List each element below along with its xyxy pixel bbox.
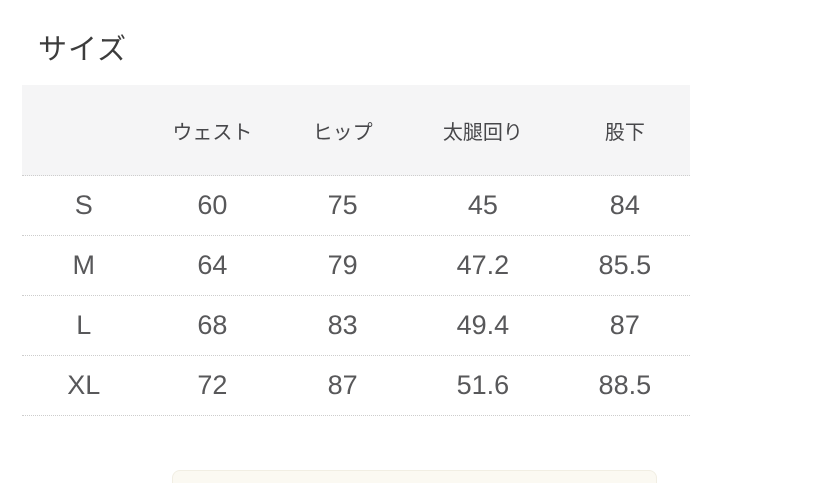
table-row-xl: XL 72 87 51.6 88.5 — [22, 356, 690, 416]
table-row-s: S 60 75 45 84 — [22, 176, 690, 236]
size-label: S — [74, 190, 93, 220]
value-cell-thigh: 47.2 — [456, 250, 510, 280]
next-section-top-edge — [172, 470, 657, 483]
value-cell-waist: 68 — [197, 310, 228, 340]
size-label: M — [72, 250, 96, 280]
size-table: ウェスト ヒップ 太腿回り 股下 S 60 75 45 84 M 64 79 4… — [22, 85, 690, 416]
column-header-waist: ウェスト — [172, 121, 253, 144]
size-label: L — [76, 310, 92, 340]
table-row-l: L 68 83 49.4 87 — [22, 296, 690, 356]
value-cell-hip: 83 — [327, 310, 358, 340]
page-title: サイズ — [38, 34, 128, 66]
value-cell-waist: 72 — [197, 370, 228, 400]
value-cell-thigh: 51.6 — [456, 370, 510, 400]
column-header-hip: ヒップ — [312, 121, 373, 144]
size-label: XL — [67, 370, 101, 400]
value-cell-hip: 87 — [327, 370, 358, 400]
value-cell-inseam: 84 — [609, 190, 640, 220]
value-cell-inseam: 85.5 — [598, 250, 652, 280]
value-cell-hip: 79 — [327, 250, 358, 280]
column-header-thigh: 太腿回り — [442, 121, 523, 144]
value-cell-thigh: 45 — [467, 190, 498, 220]
value-cell-waist: 64 — [197, 250, 228, 280]
table-row-m: M 64 79 47.2 85.5 — [22, 236, 690, 296]
value-cell-hip: 75 — [327, 190, 358, 220]
size-table-header-row: ウェスト ヒップ 太腿回り 股下 — [22, 85, 690, 176]
column-header-inseam: 股下 — [604, 121, 645, 144]
value-cell-inseam: 88.5 — [598, 370, 652, 400]
value-cell-inseam: 87 — [609, 310, 640, 340]
value-cell-waist: 60 — [197, 190, 228, 220]
value-cell-thigh: 49.4 — [456, 310, 510, 340]
